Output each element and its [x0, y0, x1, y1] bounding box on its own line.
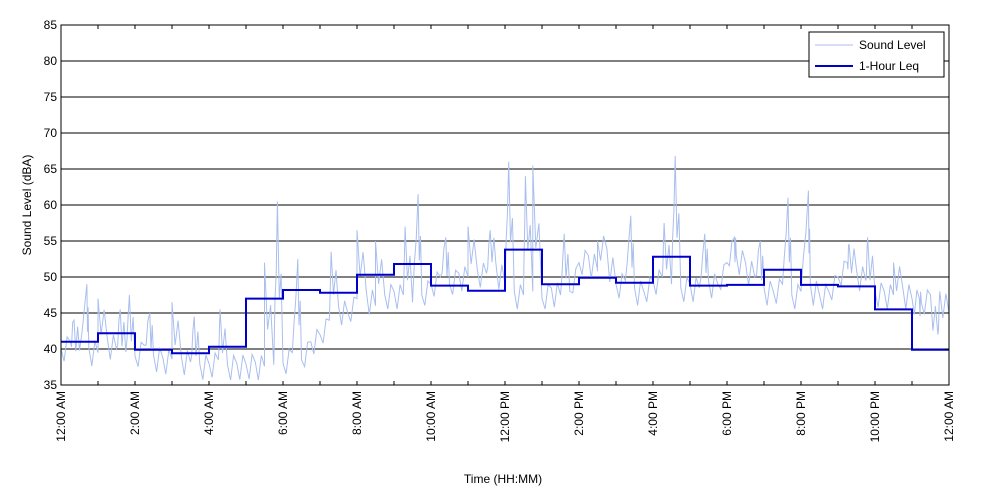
x-tick-label: 12:00 AM [942, 391, 956, 442]
x-tick-label: 6:00 AM [276, 391, 290, 435]
x-tick-label: 10:00 AM [424, 391, 438, 442]
y-tick-label: 55 [44, 234, 58, 248]
y-tick-label: 65 [44, 162, 58, 176]
x-tick-label: 8:00 PM [794, 391, 808, 436]
series-1-hour-leq-step [61, 248, 949, 355]
legend: Sound Level 1-Hour Leq [808, 31, 945, 78]
y-tick-label: 50 [44, 270, 58, 284]
x-tick-label: 6:00 PM [720, 391, 734, 436]
y-tick-label: 60 [44, 198, 58, 212]
x-axis-ticks: 12:00 AM 2:00 AM 4:00 AM 6:00 AM 8:00 AM 10:0… [54, 25, 956, 442]
y-tick-label: 45 [44, 306, 58, 320]
x-tick-label: 2:00 AM [128, 391, 142, 435]
x-tick-label: 8:00 AM [350, 391, 364, 435]
y-tick-label: 70 [44, 126, 58, 140]
y-axis-title: Sound Level (dBA) [20, 155, 34, 256]
y-axis-ticks: 35 40 45 50 55 60 65 70 75 80 85 [44, 18, 949, 392]
y-tick-label: 75 [44, 90, 58, 104]
legend-label-1-hour-leq: 1-Hour Leq [859, 59, 919, 73]
x-tick-label: 4:00 PM [646, 391, 660, 436]
y-tick-label: 80 [44, 54, 58, 68]
x-tick-label: 4:00 AM [202, 391, 216, 435]
legend-label-sound-level: Sound Level [859, 38, 926, 52]
x-axis-title: Time (HH:MM) [464, 472, 542, 486]
series-layer [60, 155, 950, 381]
y-tick-label: 35 [44, 378, 58, 392]
x-tick-label: 2:00 PM [572, 391, 586, 436]
y-tick-label: 40 [44, 342, 58, 356]
legend-box [808, 31, 945, 78]
series-sound-level-line [60, 155, 950, 381]
y-tick-label: 85 [44, 18, 58, 32]
x-tick-label: 12:00 AM [54, 391, 68, 442]
x-tick-label: 12:00 PM [498, 391, 512, 442]
x-tick-label: 10:00 PM [868, 391, 882, 442]
